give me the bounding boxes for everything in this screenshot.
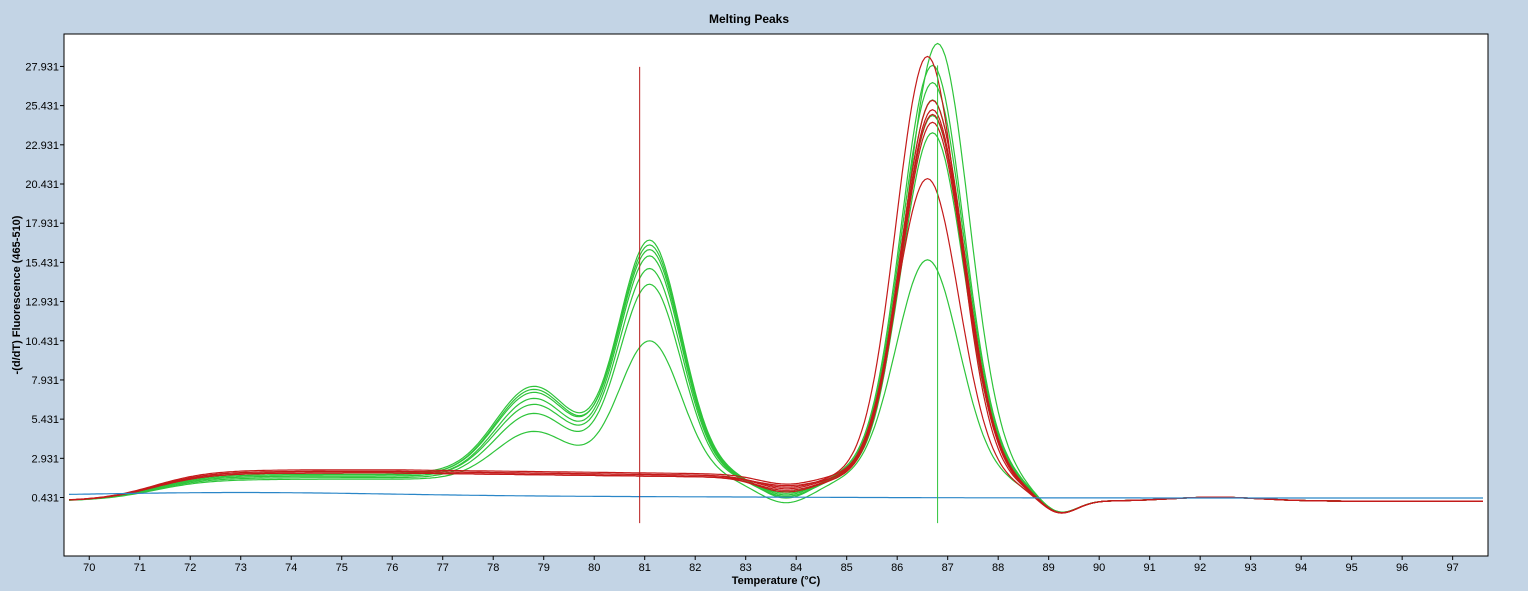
x-tick-label: 78 <box>487 562 499 574</box>
y-tick-label: 10.431 <box>25 336 59 348</box>
y-tick-label: 2.931 <box>31 453 59 465</box>
x-tick-label: 97 <box>1447 562 1459 574</box>
x-tick-label: 87 <box>942 562 954 574</box>
y-tick-label: 27.931 <box>25 61 59 73</box>
x-tick-label: 83 <box>740 562 752 574</box>
y-tick-label: 22.931 <box>25 140 59 152</box>
y-tick-label: 25.431 <box>25 101 59 113</box>
x-tick-label: 91 <box>1144 562 1156 574</box>
y-tick-label: 0.431 <box>31 493 59 505</box>
y-tick-label: 20.431 <box>25 179 59 191</box>
x-tick-label: 93 <box>1245 562 1257 574</box>
y-axis-title: -(d/dT) Fluorescence (465-510) <box>11 215 23 374</box>
x-tick-label: 92 <box>1194 562 1206 574</box>
x-tick-label: 88 <box>992 562 1004 574</box>
x-tick-label: 73 <box>235 562 247 574</box>
x-tick-label: 86 <box>891 562 903 574</box>
y-tick-label: 7.931 <box>31 375 59 387</box>
x-tick-label: 89 <box>1043 562 1055 574</box>
x-tick-label: 96 <box>1396 562 1408 574</box>
x-tick-label: 72 <box>184 562 196 574</box>
temperature-markers <box>639 65 939 524</box>
x-tick-label: 90 <box>1093 562 1105 574</box>
melting-curves <box>68 42 1483 514</box>
y-tick-label: 17.931 <box>25 218 59 230</box>
x-tick-label: 76 <box>386 562 398 574</box>
series-line-14 <box>68 491 1483 499</box>
x-axis-ticks: 70 71 72 73 74 75 76 77 78 79 80 81 82 83 84 85 86 87 88 89… <box>83 556 1459 574</box>
y-axis-ticks: 0.431 2.931 5.431 7.931 10.431 12.931 15.431 17… <box>25 61 64 505</box>
chart-title: Melting Peaks <box>709 12 789 26</box>
x-axis-title: Temperature (°C) <box>732 575 821 587</box>
x-tick-label: 75 <box>336 562 348 574</box>
x-tick-label: 80 <box>588 562 600 574</box>
x-tick-label: 79 <box>538 562 550 574</box>
x-tick-label: 81 <box>639 562 651 574</box>
x-tick-label: 71 <box>134 562 146 574</box>
x-tick-label: 85 <box>841 562 853 574</box>
x-tick-label: 77 <box>437 562 449 574</box>
x-tick-label: 82 <box>689 562 701 574</box>
x-tick-label: 74 <box>285 562 297 574</box>
x-tick-label: 94 <box>1295 562 1307 574</box>
x-tick-label: 70 <box>83 562 95 574</box>
y-tick-label: 15.431 <box>25 257 59 269</box>
x-tick-label: 84 <box>790 562 802 574</box>
x-tick-label: 95 <box>1346 562 1358 574</box>
y-tick-label: 5.431 <box>31 414 59 426</box>
y-tick-label: 12.931 <box>25 297 59 309</box>
plot-area <box>63 33 1489 557</box>
